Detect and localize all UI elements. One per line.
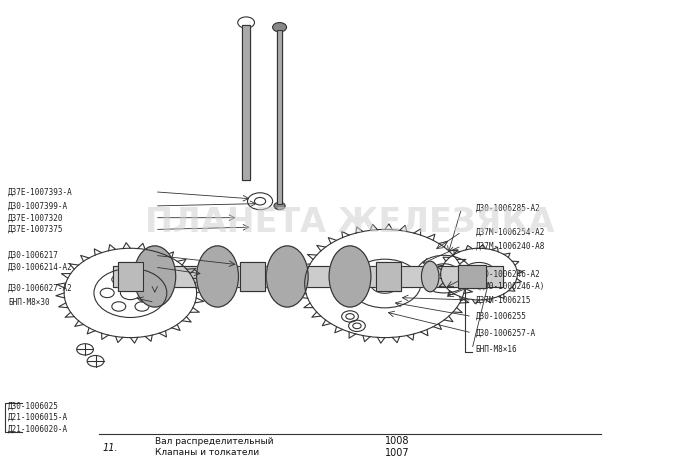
Ellipse shape [197,246,239,307]
Bar [240,263,265,290]
Bar [276,30,282,203]
Text: Д37М-1006215: Д37М-1006215 [475,296,531,305]
Text: ПЛАНЕТА ЖЕЛЕЗЯКА: ПЛАНЕТА ЖЕЛЕЗЯКА [145,206,555,239]
Ellipse shape [421,261,439,292]
Text: Д37М-1006240-А8: Д37М-1006240-А8 [475,241,545,250]
Bar [276,30,282,203]
Text: Д21-1006020-А: Д21-1006020-А [8,425,69,434]
Circle shape [272,23,286,32]
Text: Д30-1006025: Д30-1006025 [8,401,60,410]
Ellipse shape [329,246,371,307]
Text: Д30-1006217: Д30-1006217 [8,251,60,260]
Text: Д21-1006015-А: Д21-1006015-А [8,413,69,422]
Text: Д30-1006246-А2: Д30-1006246-А2 [475,270,540,279]
Bar [242,25,251,180]
Bar [113,266,503,287]
Bar [113,266,503,287]
Circle shape [274,202,285,210]
Text: (Д30-1006246-А): (Д30-1006246-А) [475,281,545,290]
Text: Д30-1006285-А2: Д30-1006285-А2 [475,204,540,213]
Bar [376,263,401,290]
Bar [240,263,265,290]
Ellipse shape [266,246,308,307]
Text: Д37Е-1007375: Д37Е-1007375 [8,225,64,234]
Text: 1007: 1007 [385,448,410,458]
Ellipse shape [134,246,176,307]
Bar [458,265,486,288]
Text: Вал распределительный: Вал распределительный [155,437,273,446]
Bar [376,263,401,290]
Text: 1008: 1008 [385,436,410,446]
Text: Д30-1006257-А: Д30-1006257-А [475,328,536,337]
Text: Д30-1006027-А2: Д30-1006027-А2 [8,284,73,293]
Bar [118,263,143,290]
Text: Д30-1007399-А: Д30-1007399-А [8,201,69,210]
Text: Д37М-1006254-А2: Д37М-1006254-А2 [475,228,545,236]
Text: Д30-1006214-А2: Д30-1006214-А2 [8,263,73,272]
Bar [118,263,143,290]
Text: Клапаны и толкатели: Клапаны и толкатели [155,448,259,457]
Text: Д37Е-1007393-А: Д37Е-1007393-А [8,187,73,196]
Text: Д30-1006255: Д30-1006255 [475,312,526,321]
Text: 11.: 11. [102,443,118,453]
Bar [242,25,251,180]
Text: БНП-М8×16: БНП-М8×16 [475,345,517,354]
Text: БНП-М8×30: БНП-М8×30 [8,298,50,307]
Text: Д37Е-1007320: Д37Е-1007320 [8,213,64,222]
Bar [458,265,486,288]
